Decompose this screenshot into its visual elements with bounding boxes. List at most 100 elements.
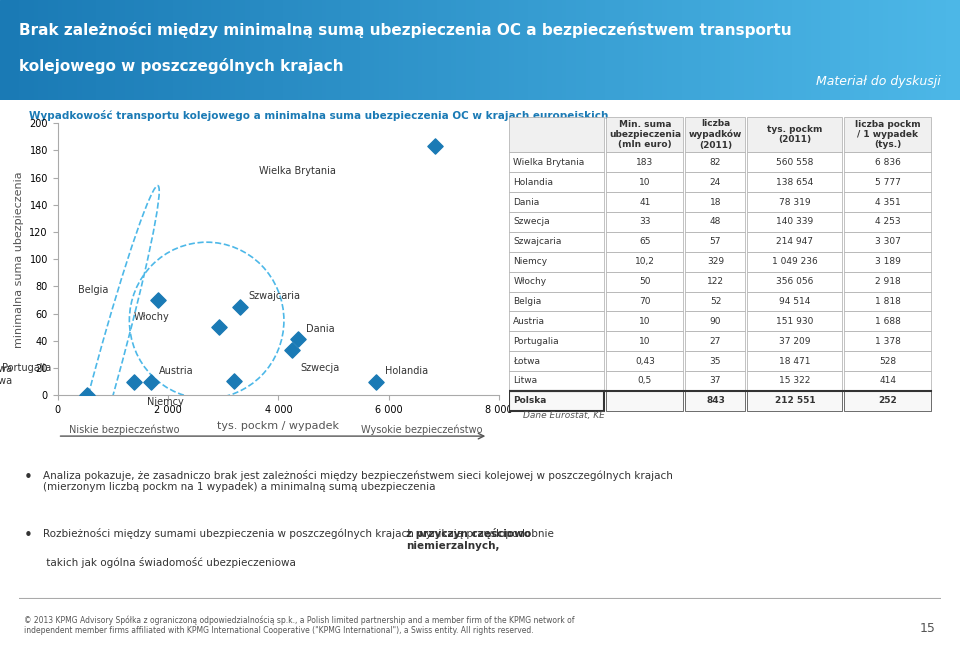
FancyBboxPatch shape xyxy=(747,172,842,192)
FancyBboxPatch shape xyxy=(747,312,842,331)
Bar xyxy=(888,0,893,100)
Bar xyxy=(34,0,38,100)
Bar xyxy=(226,0,230,100)
Bar xyxy=(10,0,14,100)
Text: 65: 65 xyxy=(639,237,651,246)
Bar xyxy=(144,0,149,100)
Bar xyxy=(394,0,398,100)
Bar xyxy=(437,0,442,100)
Point xyxy=(226,376,241,387)
Bar xyxy=(0,0,5,100)
Text: Szwecja: Szwecja xyxy=(514,218,550,226)
Bar xyxy=(187,0,192,100)
Text: 57: 57 xyxy=(709,237,721,246)
Bar xyxy=(130,0,134,100)
Bar xyxy=(763,0,768,100)
FancyBboxPatch shape xyxy=(845,312,930,331)
Bar xyxy=(749,0,754,100)
Bar xyxy=(946,0,950,100)
Text: 18: 18 xyxy=(709,198,721,207)
Text: Materiał do dyskusji: Materiał do dyskusji xyxy=(816,75,941,88)
FancyBboxPatch shape xyxy=(509,292,604,312)
FancyBboxPatch shape xyxy=(606,391,684,411)
Bar xyxy=(576,0,581,100)
Bar xyxy=(542,0,547,100)
Text: z przyczyn częściowo
niemierzalnych,: z przyczyn częściowo niemierzalnych, xyxy=(406,528,531,551)
Text: 94 514: 94 514 xyxy=(780,297,810,306)
Bar xyxy=(787,0,792,100)
Bar xyxy=(355,0,360,100)
Bar xyxy=(619,0,624,100)
FancyBboxPatch shape xyxy=(845,391,930,411)
FancyBboxPatch shape xyxy=(685,152,745,172)
Bar xyxy=(878,0,883,100)
Bar xyxy=(691,0,696,100)
FancyBboxPatch shape xyxy=(747,351,842,371)
Bar xyxy=(38,0,43,100)
Bar xyxy=(461,0,466,100)
Point xyxy=(79,389,94,400)
FancyBboxPatch shape xyxy=(845,117,930,152)
Bar xyxy=(758,0,763,100)
Bar xyxy=(922,0,926,100)
Bar xyxy=(658,0,662,100)
Text: 140 339: 140 339 xyxy=(777,218,813,226)
Text: 151 930: 151 930 xyxy=(777,317,814,326)
Text: Szwajcaria: Szwajcaria xyxy=(514,237,562,246)
Bar xyxy=(202,0,206,100)
Bar xyxy=(192,0,197,100)
FancyBboxPatch shape xyxy=(845,272,930,292)
Bar xyxy=(850,0,854,100)
FancyBboxPatch shape xyxy=(747,252,842,272)
FancyBboxPatch shape xyxy=(685,351,745,371)
Bar xyxy=(547,0,552,100)
Text: 214 947: 214 947 xyxy=(777,237,813,246)
Bar xyxy=(557,0,562,100)
Bar xyxy=(307,0,312,100)
Text: 82: 82 xyxy=(709,158,721,167)
Bar xyxy=(509,0,514,100)
Bar xyxy=(456,0,461,100)
Text: 10,2: 10,2 xyxy=(635,257,655,266)
Text: 3 189: 3 189 xyxy=(875,257,900,266)
Text: Belgia: Belgia xyxy=(514,297,541,306)
Text: 15 322: 15 322 xyxy=(780,376,810,386)
Bar xyxy=(730,0,734,100)
Bar xyxy=(835,0,840,100)
Bar xyxy=(768,0,773,100)
Bar xyxy=(902,0,907,100)
Text: 90: 90 xyxy=(709,317,721,326)
Bar xyxy=(662,0,667,100)
Text: 6 836: 6 836 xyxy=(875,158,900,167)
Bar xyxy=(206,0,211,100)
Bar xyxy=(154,0,158,100)
Text: 37 209: 37 209 xyxy=(780,337,810,345)
Bar xyxy=(110,0,115,100)
Bar xyxy=(840,0,845,100)
Text: 41: 41 xyxy=(639,198,651,207)
Text: 0,43: 0,43 xyxy=(635,356,655,365)
Text: 70: 70 xyxy=(639,297,651,306)
Bar xyxy=(317,0,322,100)
FancyBboxPatch shape xyxy=(509,232,604,252)
Bar xyxy=(235,0,240,100)
Text: 1 049 236: 1 049 236 xyxy=(772,257,818,266)
Bar xyxy=(936,0,941,100)
Text: Brak zależności między minimalną sumą ubezpieczenia OC a bezpieczeństwem transpo: Brak zależności między minimalną sumą ub… xyxy=(19,22,792,38)
Bar xyxy=(283,0,288,100)
Bar xyxy=(614,0,619,100)
Text: Austria: Austria xyxy=(514,317,545,326)
Bar xyxy=(182,0,187,100)
Bar xyxy=(600,0,605,100)
FancyBboxPatch shape xyxy=(685,272,745,292)
Bar xyxy=(254,0,259,100)
Bar xyxy=(86,0,91,100)
FancyBboxPatch shape xyxy=(606,232,684,252)
Bar xyxy=(562,0,566,100)
Bar xyxy=(230,0,235,100)
FancyBboxPatch shape xyxy=(606,312,684,331)
Point xyxy=(211,322,227,332)
Bar xyxy=(278,0,283,100)
Bar xyxy=(869,0,874,100)
Bar xyxy=(350,0,355,100)
